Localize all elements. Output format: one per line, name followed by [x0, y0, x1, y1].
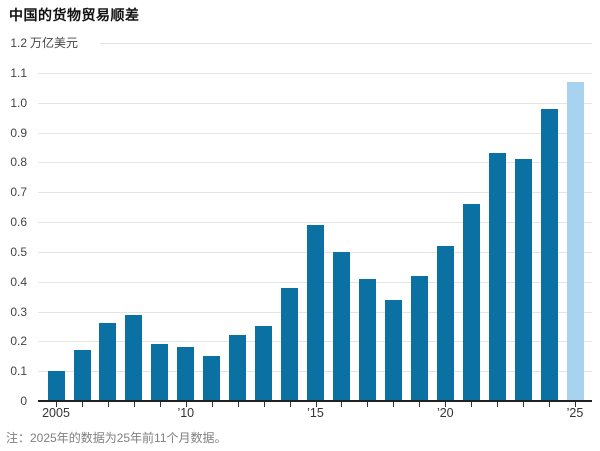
bar [255, 326, 273, 401]
x-axis-tick [315, 402, 317, 407]
y-axis-tick-label: 0.3 [10, 305, 27, 319]
bar [462, 204, 480, 401]
x-axis-tick [471, 402, 473, 407]
chart-footnote: 注：2025年的数据为25年前11个月数据。 [6, 431, 227, 445]
x-axis-tick [56, 402, 57, 407]
bar [47, 371, 65, 401]
y-gridline [38, 103, 592, 104]
y-axis-tick-label: 1.0 [10, 96, 27, 110]
bar [229, 335, 247, 401]
y-axis-tick-label: 0.8 [10, 155, 27, 169]
y-axis-tick-label: 0.5 [10, 245, 27, 259]
bar [514, 159, 532, 401]
y-axis-tick-label: 0.9 [10, 126, 27, 140]
y-gridline [38, 192, 592, 193]
y-gridline [100, 43, 592, 44]
x-axis-tick [341, 402, 343, 407]
x-axis-tick-label: ’15 [307, 406, 324, 420]
x-axis-tick-label: ’25 [566, 406, 584, 420]
bar [99, 323, 117, 401]
y-gridline [38, 162, 592, 163]
x-axis-tick [263, 402, 265, 407]
x-axis-tick [393, 402, 395, 407]
x-axis-tick [367, 402, 369, 407]
y-axis-tick-label: 0.2 [10, 334, 27, 348]
bar [384, 299, 402, 401]
y-axis-tick-label: 0 [20, 394, 27, 408]
x-axis-tick [185, 402, 187, 407]
y-axis-unit-label: 万亿美元 [30, 36, 79, 50]
x-axis-tick [107, 402, 109, 407]
x-axis-tick [445, 402, 447, 407]
x-axis-tick [523, 402, 525, 407]
y-axis-tick-label: 1.2 [10, 36, 27, 50]
chart-title: 中国的货物贸易顺差 [9, 7, 140, 23]
bar [281, 287, 298, 401]
y-gridline [38, 73, 592, 74]
y-axis-tick-label: 0.1 [10, 364, 27, 378]
bar [436, 245, 454, 401]
x-axis-tick [497, 402, 499, 407]
bar [410, 275, 428, 401]
bar [307, 225, 324, 401]
x-axis-tick [549, 402, 550, 407]
bar [332, 251, 350, 401]
bar [358, 278, 376, 401]
bar [151, 344, 169, 401]
bar [540, 108, 558, 401]
y-axis-tick-label: 1.1 [10, 66, 27, 80]
x-axis-tick [159, 402, 161, 407]
bar-highlighted [566, 81, 584, 401]
bar [203, 356, 221, 401]
bar [488, 153, 506, 401]
y-gridline [38, 133, 592, 134]
bar [125, 314, 143, 401]
x-axis-tick-label: ’20 [436, 406, 454, 420]
bar [177, 347, 195, 401]
x-axis-tick-label: ’10 [177, 406, 195, 420]
bar [73, 350, 91, 401]
x-axis-tick [419, 402, 421, 407]
x-axis-line [38, 400, 592, 402]
x-axis-tick [133, 402, 135, 407]
x-axis-tick [211, 402, 213, 407]
y-axis-tick-label: 0.4 [10, 275, 27, 289]
x-axis-tick [575, 402, 576, 407]
y-axis-tick-label: 0.6 [10, 215, 27, 229]
x-axis-tick [237, 402, 239, 407]
y-gridline [38, 222, 592, 223]
x-axis-tick-label: 2005 [42, 406, 70, 420]
x-axis-tick [82, 402, 83, 407]
y-axis-tick-label: 0.7 [10, 185, 27, 199]
x-axis-tick [289, 402, 291, 407]
